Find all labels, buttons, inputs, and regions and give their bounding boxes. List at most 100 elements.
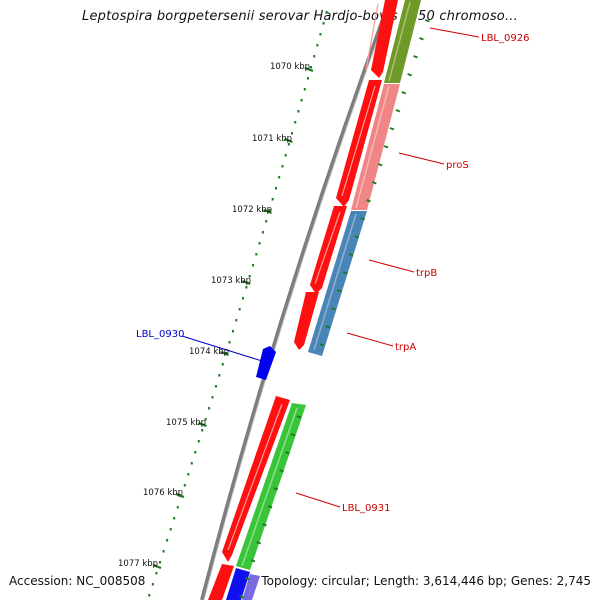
feature-tick <box>296 415 302 419</box>
feature-tick <box>401 91 407 95</box>
gene-feature-darkblue <box>226 568 250 600</box>
tick-dot <box>162 550 165 553</box>
tick-dot <box>197 440 200 443</box>
feature-tick <box>354 235 360 239</box>
tick-dot <box>322 22 325 25</box>
feature-tick <box>256 541 262 545</box>
gene-label-pros[interactable]: proS <box>446 160 469 171</box>
tick-dot <box>297 110 300 113</box>
feature-tick <box>273 487 279 491</box>
tick-dot <box>300 99 303 102</box>
leader-lines <box>181 27 480 508</box>
tick-dot <box>274 187 277 190</box>
tick-label: 1070 kbp <box>270 62 310 72</box>
tick-dot <box>268 209 271 212</box>
tick-dot <box>148 594 151 597</box>
tick-dot <box>159 561 162 564</box>
major-tick <box>304 66 314 73</box>
gene-feature-purple <box>242 574 260 600</box>
tick-dot <box>221 363 224 366</box>
feature-tick <box>331 307 336 311</box>
tick-dot <box>281 165 284 168</box>
feature-tick <box>371 181 377 185</box>
gene-labels: LBL_0926 proS trpB trpA LBL_0930 LBL_093… <box>136 33 529 514</box>
feature-tick <box>284 451 290 455</box>
gene-label-trpb[interactable]: trpB <box>416 268 437 279</box>
tick-ring <box>148 11 328 597</box>
tick-labels: 1070 kbp 1071 kbp 1072 kbp 1073 kbp 1074… <box>118 62 310 569</box>
tick-dot <box>183 484 186 487</box>
tick-dot <box>242 297 245 300</box>
gene-label-lbl0926[interactable]: LBL_0926 <box>481 33 529 44</box>
genome-summary-text: Topology: circular; Length: 3,614,446 bp… <box>261 574 591 588</box>
cds-feature <box>371 0 398 78</box>
feature-tick <box>419 37 424 41</box>
tick-dot <box>204 418 207 421</box>
tick-dot <box>214 385 217 388</box>
tick-dot <box>190 462 193 465</box>
tick-dot <box>238 308 241 311</box>
tick-dot <box>169 528 172 531</box>
tick-dot <box>313 55 316 58</box>
tick-dot <box>201 429 204 432</box>
tick-label: 1076 kbp <box>143 488 183 498</box>
tick-dot <box>228 341 231 344</box>
major-tick <box>175 492 185 499</box>
tick-dot <box>319 33 322 36</box>
tick-dot <box>316 44 319 47</box>
tick-label: 1075 kbp <box>166 418 206 428</box>
feature-tick <box>389 127 395 131</box>
feature-tick-ring <box>239 19 430 599</box>
tick-dot <box>187 473 190 476</box>
cds-ring <box>208 0 398 600</box>
feature-tick <box>348 253 354 257</box>
gene-ring <box>226 0 421 600</box>
feature-tick <box>290 433 296 437</box>
feature-tick <box>239 595 244 599</box>
feature-tick <box>336 289 342 293</box>
tick-dot <box>235 319 238 322</box>
tick-label: 1072 kbp <box>232 205 272 215</box>
tick-dot <box>278 176 281 179</box>
tick-dot <box>155 572 158 575</box>
gene-label-lbl0930[interactable]: LBL_0930 <box>136 329 184 340</box>
feature-tick <box>407 73 412 77</box>
tick-dot <box>284 154 287 157</box>
tick-dot <box>303 88 306 91</box>
tick-label: 1074 kbp <box>189 347 229 357</box>
tick-dot <box>255 253 258 256</box>
backbone-highlight <box>203 0 393 600</box>
backbone-ring <box>200 0 392 600</box>
feature-tick <box>383 145 389 149</box>
cds-feature <box>294 292 319 350</box>
feature-tick <box>377 163 383 167</box>
tick-dot <box>176 506 179 509</box>
feature-tick <box>395 109 401 113</box>
gene-feature-lbl0930 <box>256 346 276 380</box>
major-tick <box>241 279 251 286</box>
tick-dot <box>245 286 248 289</box>
tick-dot <box>310 66 313 69</box>
feature-tick <box>413 55 418 59</box>
tick-dot <box>258 242 261 245</box>
tick-dot <box>194 451 197 454</box>
tick-dot <box>265 220 268 223</box>
tick-dot <box>166 539 169 542</box>
major-tick <box>263 208 272 215</box>
tick-dot <box>294 121 297 124</box>
cds-feature <box>336 80 382 207</box>
gene-label-trpa[interactable]: trpA <box>395 342 416 353</box>
tick-dot <box>231 330 234 333</box>
major-tick <box>220 350 229 357</box>
feature-tick <box>250 559 256 563</box>
major-tick <box>284 137 293 144</box>
feature-tick <box>325 325 331 329</box>
cds-feature <box>208 564 234 600</box>
tick-dot <box>211 396 214 399</box>
feature-tick <box>279 469 284 473</box>
gene-label-lbl0931[interactable]: LBL_0931 <box>342 503 390 514</box>
feature-tick <box>360 217 365 221</box>
tick-dot <box>325 11 328 14</box>
